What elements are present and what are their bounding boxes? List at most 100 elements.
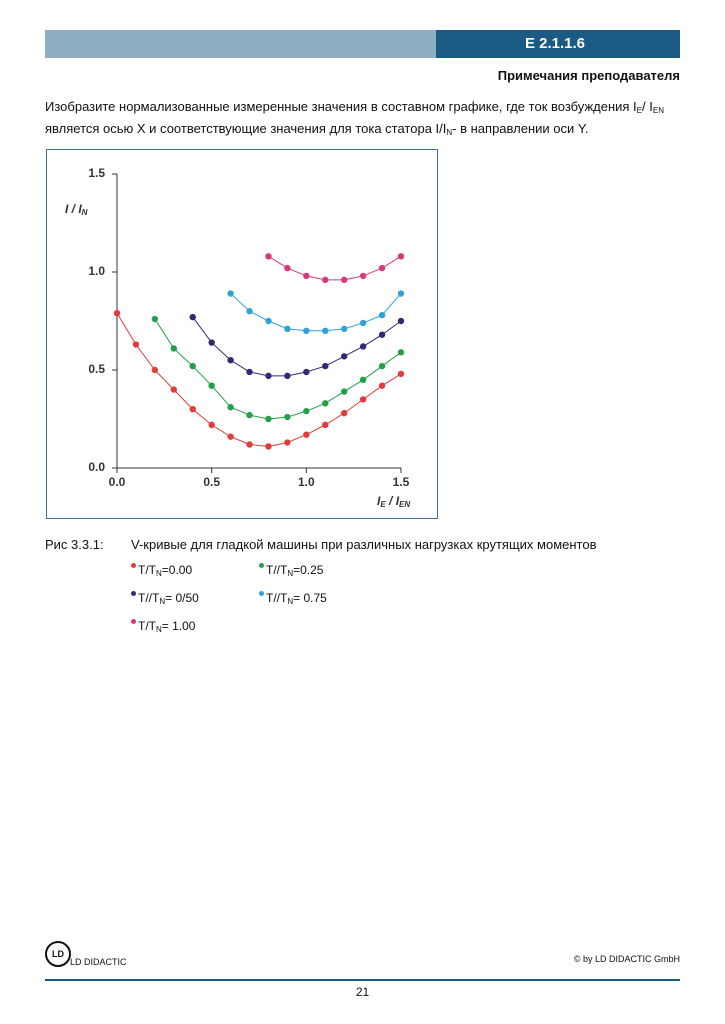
y-tick-label: 1.5 bbox=[88, 166, 105, 180]
data-point bbox=[303, 368, 310, 376]
y-tick-label: 0.5 bbox=[88, 362, 105, 376]
data-point bbox=[189, 313, 196, 321]
legend-item: T//TN=0.25 bbox=[259, 563, 323, 578]
data-point bbox=[322, 327, 329, 334]
series-line bbox=[192, 316, 402, 377]
subscript: N bbox=[287, 597, 294, 606]
data-point bbox=[246, 411, 253, 419]
logo-icon: LD bbox=[45, 941, 71, 967]
text-run: - в направлении оси Y. bbox=[452, 121, 589, 136]
data-point bbox=[265, 415, 272, 423]
series-line bbox=[116, 312, 402, 447]
figure-number: Рис 3.3.1: bbox=[45, 537, 104, 552]
data-point bbox=[322, 362, 329, 370]
text-run: Изобразите нормализованные измеренные зн… bbox=[45, 99, 637, 114]
figure-caption: V-кривые для гладкой машины при различны… bbox=[131, 537, 597, 552]
data-point bbox=[359, 376, 367, 383]
subscript: N bbox=[82, 208, 88, 217]
text-run: = 0.75 bbox=[293, 591, 327, 605]
x-tick-label: 0.0 bbox=[109, 475, 126, 489]
data-point bbox=[208, 339, 215, 346]
data-point bbox=[284, 325, 291, 333]
data-point bbox=[227, 357, 234, 364]
data-point bbox=[208, 421, 215, 429]
legend-swatch bbox=[259, 591, 264, 596]
data-point bbox=[227, 404, 234, 411]
data-point bbox=[359, 272, 367, 280]
text-run: = 0/50 bbox=[165, 591, 199, 605]
text-run: =0.00 bbox=[161, 563, 193, 577]
data-point bbox=[359, 319, 367, 327]
text-run: / I bbox=[642, 99, 653, 114]
subscript: E bbox=[636, 106, 643, 115]
data-point bbox=[284, 413, 291, 421]
text-run: I bbox=[377, 494, 381, 508]
data-point bbox=[170, 386, 177, 393]
text-run: T//T bbox=[266, 591, 288, 605]
data-point bbox=[397, 370, 405, 378]
text-run: является осью X и соответствующие значен… bbox=[45, 121, 447, 136]
data-point bbox=[265, 253, 272, 260]
data-point bbox=[303, 431, 310, 438]
legend-swatch bbox=[131, 563, 136, 568]
subscript: N bbox=[159, 597, 166, 606]
data-point bbox=[378, 382, 386, 389]
data-point bbox=[284, 264, 291, 272]
header-subtitle: Примечания преподавателя bbox=[497, 68, 680, 83]
text-run: =0.25 bbox=[293, 563, 324, 577]
subscript: E bbox=[380, 500, 386, 509]
data-point bbox=[189, 362, 196, 370]
text-run: T//T bbox=[138, 591, 160, 605]
data-point bbox=[378, 331, 386, 338]
data-point bbox=[303, 272, 310, 280]
data-point bbox=[151, 366, 159, 374]
legend-item: T/TN=0.00 bbox=[131, 563, 192, 578]
data-point bbox=[227, 433, 234, 440]
figure-frame: 0.0 0.5 1.0 1.5 0.0 0.5 1.0 1.5 I / IN IE / IEN bbox=[46, 149, 438, 519]
legend-swatch bbox=[131, 619, 136, 624]
data-point bbox=[113, 309, 121, 317]
subscript: N bbox=[287, 569, 294, 578]
legend-item: T/TN= 1.00 bbox=[131, 619, 195, 634]
data-point bbox=[341, 388, 348, 395]
data-point bbox=[132, 341, 140, 348]
logo-text: LD DIDACTIC bbox=[70, 957, 127, 967]
data-point bbox=[151, 315, 159, 323]
y-tick-label: 0.0 bbox=[88, 460, 105, 474]
page-number: 21 bbox=[355, 985, 370, 999]
data-point bbox=[303, 327, 310, 334]
header-bar bbox=[45, 30, 436, 58]
data-point bbox=[284, 372, 291, 380]
data-point bbox=[303, 407, 310, 415]
data-point bbox=[265, 443, 272, 450]
legend-swatch bbox=[259, 563, 264, 568]
intro-text: Изобразите нормализованные измеренные зн… bbox=[45, 98, 685, 142]
data-point bbox=[397, 253, 405, 260]
legend-item: T//TN= 0/50 bbox=[131, 591, 199, 606]
subscript: EN bbox=[652, 106, 664, 115]
subscript: N bbox=[446, 128, 453, 137]
legend-swatch bbox=[131, 591, 136, 596]
copyright: © by LD DIDACTIC GmbH bbox=[573, 954, 680, 964]
y-axis-label: I / IN bbox=[65, 202, 88, 217]
data-point bbox=[246, 368, 253, 376]
data-point bbox=[227, 290, 234, 297]
data-point bbox=[341, 353, 348, 360]
data-point bbox=[378, 311, 386, 319]
data-point bbox=[378, 362, 386, 370]
data-point bbox=[322, 276, 329, 284]
subscript: N bbox=[156, 625, 162, 634]
data-point bbox=[341, 276, 348, 284]
data-point bbox=[397, 290, 405, 297]
subscript: EN bbox=[399, 500, 410, 509]
data-point bbox=[397, 317, 405, 325]
data-point bbox=[265, 317, 272, 325]
text-run: T/T bbox=[138, 619, 156, 633]
text-run: = 1.00 bbox=[161, 619, 196, 633]
text-run: I / I bbox=[65, 202, 82, 216]
data-point bbox=[170, 345, 177, 352]
data-point bbox=[397, 349, 405, 356]
data-point bbox=[378, 264, 386, 272]
